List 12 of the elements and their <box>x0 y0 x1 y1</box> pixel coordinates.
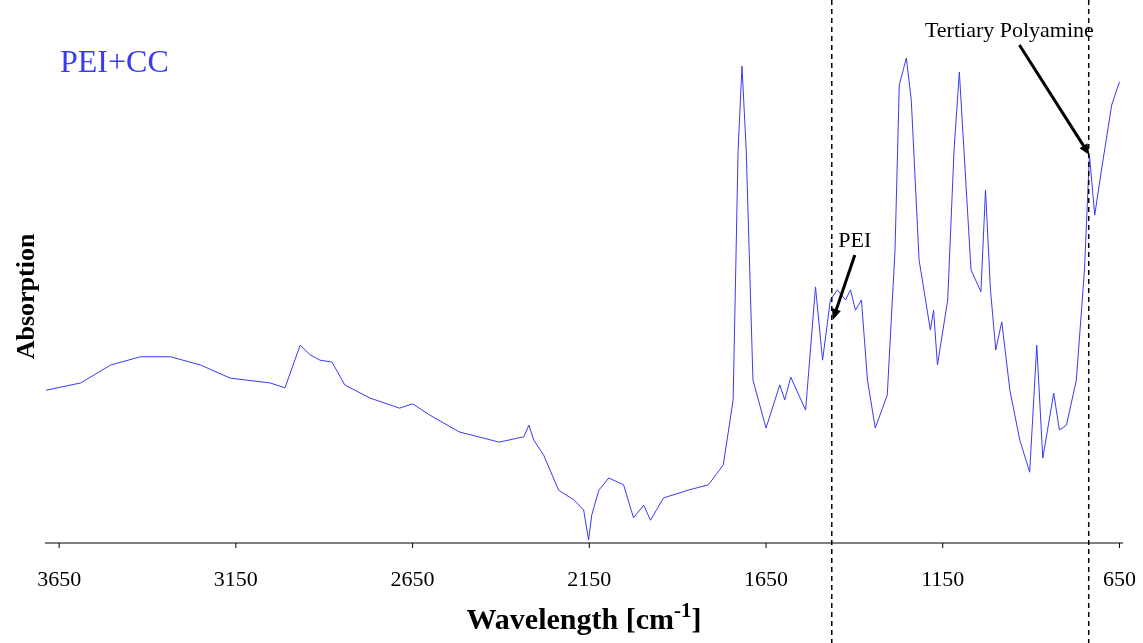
y-axis-title: Absorption <box>11 233 40 360</box>
chart-title: PEI+CC <box>60 43 169 79</box>
x-tick-label: 1150 <box>921 566 965 591</box>
annotation: PEI <box>838 226 872 252</box>
x-tick-label: 3650 <box>37 566 82 591</box>
x-axis-title: Wavelength [cm$^{-1}$] <box>466 598 702 635</box>
x-tick-label: 2650 <box>390 566 435 591</box>
x-tick-label: 3150 <box>213 566 258 591</box>
x-tick-label: 1650 <box>744 566 789 591</box>
annotation: Tertiary Polyamine <box>924 17 1094 42</box>
x-tick-label: 2150 <box>567 566 612 591</box>
x-tick-label: 650 <box>1102 566 1136 591</box>
